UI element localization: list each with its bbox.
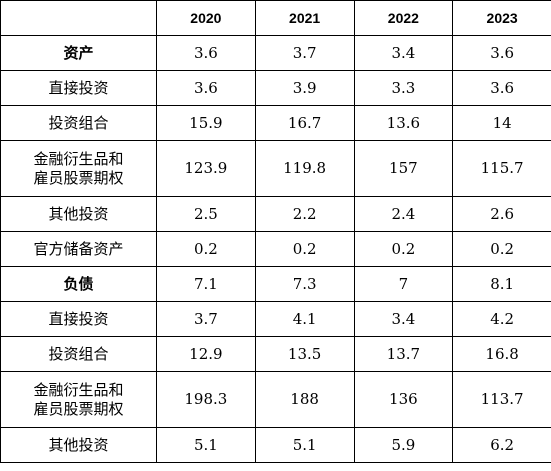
- header-row: 2020 2021 2022 2023: [0, 0, 551, 36]
- header-year-2022: 2022: [353, 0, 454, 36]
- row-label-assets: 资产: [0, 35, 157, 71]
- table-row: 投资组合 15.9 16.7 13.6 14: [0, 105, 551, 141]
- table-cell: 5.1: [254, 427, 355, 463]
- table-row: 投资组合 12.9 13.5 13.7 16.8: [0, 336, 551, 372]
- row-label-line: 金融衍生品和: [33, 380, 124, 399]
- table-cell: 3.9: [254, 70, 355, 106]
- table-cell: 3.4: [353, 35, 454, 71]
- table-row: 直接投资 3.6 3.9 3.3 3.6: [0, 70, 551, 106]
- table-cell: 12.9: [156, 336, 256, 372]
- table-cell: 2.5: [156, 196, 256, 232]
- table-cell: 157: [353, 140, 454, 197]
- row-label: 直接投资: [0, 301, 157, 337]
- table-row: 金融衍生品和 雇员股票期权 198.3 188 136 113.7: [0, 371, 551, 428]
- table-cell: 7.3: [254, 266, 355, 302]
- header-year-2023: 2023: [452, 0, 551, 36]
- table-cell: 136: [353, 371, 454, 428]
- table-cell: 2.4: [353, 196, 454, 232]
- table-cell: 0.2: [254, 231, 355, 267]
- table-cell: 3.7: [156, 301, 256, 337]
- table-cell: 13.6: [353, 105, 454, 141]
- table-cell: 2.6: [452, 196, 551, 232]
- row-label: 官方储备资产: [0, 231, 157, 267]
- header-label-cell: [0, 0, 157, 36]
- table-row: 其他投资 5.1 5.1 5.9 6.2: [0, 427, 551, 463]
- table-cell: 3.6: [452, 70, 551, 106]
- table-cell: 3.6: [156, 70, 256, 106]
- table-cell: 113.7: [452, 371, 551, 428]
- row-label: 直接投资: [0, 70, 157, 106]
- table-cell: 5.1: [156, 427, 256, 463]
- table-cell: 0.2: [156, 231, 256, 267]
- table-cell: 6.2: [452, 427, 551, 463]
- row-label: 金融衍生品和 雇员股票期权: [0, 371, 157, 428]
- table-cell: 2.2: [254, 196, 355, 232]
- table-cell: 188: [254, 371, 355, 428]
- row-label: 其他投资: [0, 196, 157, 232]
- row-label-line: 雇员股票期权: [33, 168, 124, 187]
- table-cell: 7: [353, 266, 454, 302]
- table-cell: 4.2: [452, 301, 551, 337]
- table-row: 负债 7.1 7.3 7 8.1: [0, 266, 551, 302]
- table-cell: 119.8: [254, 140, 355, 197]
- table-cell: 0.2: [353, 231, 454, 267]
- table-cell: 14: [452, 105, 551, 141]
- header-year-2021: 2021: [254, 0, 355, 36]
- table-row: 资产 3.6 3.7 3.4 3.6: [0, 35, 551, 71]
- row-label-line: 雇员股票期权: [33, 399, 124, 418]
- table-row: 直接投资 3.7 4.1 3.4 4.2: [0, 301, 551, 337]
- header-year-2020: 2020: [156, 0, 256, 36]
- table-cell: 3.6: [156, 35, 256, 71]
- table-cell: 3.6: [452, 35, 551, 71]
- table-cell: 3.4: [353, 301, 454, 337]
- table-cell: 15.9: [156, 105, 256, 141]
- table-cell: 16.7: [254, 105, 355, 141]
- row-label-line: 金融衍生品和: [33, 149, 124, 168]
- row-label-liabilities: 负债: [0, 266, 157, 302]
- table-cell: 4.1: [254, 301, 355, 337]
- table-cell: 13.7: [353, 336, 454, 372]
- row-label: 投资组合: [0, 105, 157, 141]
- table-row: 其他投资 2.5 2.2 2.4 2.6: [0, 196, 551, 232]
- row-label: 其他投资: [0, 427, 157, 463]
- table-cell: 198.3: [156, 371, 256, 428]
- table-cell: 16.8: [452, 336, 551, 372]
- table-cell: 3.3: [353, 70, 454, 106]
- table-cell: 123.9: [156, 140, 256, 197]
- table-cell: 5.9: [353, 427, 454, 463]
- table-cell: 13.5: [254, 336, 355, 372]
- table-cell: 8.1: [452, 266, 551, 302]
- table-row: 金融衍生品和 雇员股票期权 123.9 119.8 157 115.7: [0, 140, 551, 197]
- table-cell: 115.7: [452, 140, 551, 197]
- row-label: 投资组合: [0, 336, 157, 372]
- row-label: 金融衍生品和 雇员股票期权: [0, 140, 157, 197]
- table-cell: 0.2: [452, 231, 551, 267]
- table-cell: 3.7: [254, 35, 355, 71]
- table-row: 官方储备资产 0.2 0.2 0.2 0.2: [0, 231, 551, 267]
- table-cell: 7.1: [156, 266, 256, 302]
